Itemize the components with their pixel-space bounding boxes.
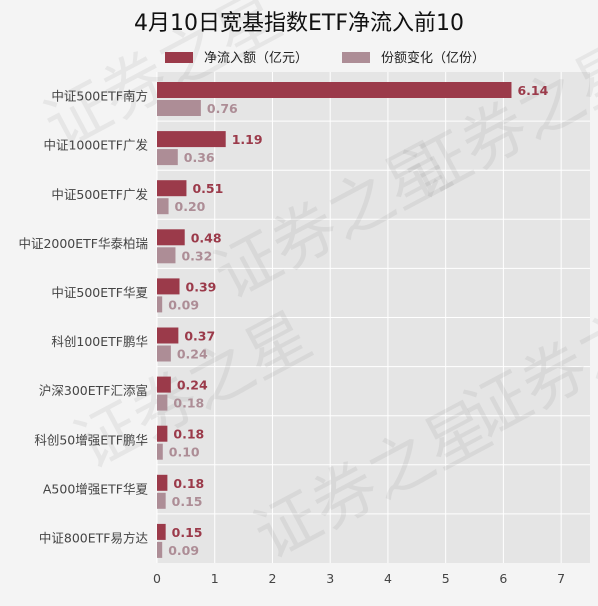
bar-share-change <box>157 149 178 166</box>
legend-swatch-net-inflow <box>165 52 193 63</box>
data-label: 0.51 <box>192 181 223 196</box>
bar-net-inflow <box>157 82 512 98</box>
legend-label-share-change: 份额变化（亿份） <box>381 50 485 66</box>
x-tick-label: 1 <box>211 571 219 586</box>
data-label: 6.14 <box>517 83 548 98</box>
bar-net-inflow <box>157 131 226 148</box>
x-tick-label: 6 <box>499 571 507 586</box>
bar-share-change <box>157 492 166 509</box>
bar-net-inflow <box>157 523 166 540</box>
data-label: 0.37 <box>184 329 215 344</box>
data-label: 0.20 <box>175 199 206 214</box>
x-tick-label: 3 <box>326 571 334 586</box>
bar-share-change <box>157 541 163 558</box>
bar-share-change <box>157 247 176 264</box>
data-label: 0.36 <box>184 150 215 165</box>
x-tick-label: 2 <box>268 571 276 586</box>
bar-share-change <box>157 100 201 116</box>
x-tick-label: 5 <box>442 571 450 586</box>
data-label: 0.24 <box>177 378 208 393</box>
legend[interactable]: 净流入额（亿元） 份额变化（亿份） <box>165 50 485 66</box>
data-label: 0.09 <box>168 297 199 312</box>
data-label: 0.32 <box>181 248 212 263</box>
category-label: 中证500ETF华夏 <box>51 285 148 300</box>
data-label: 0.15 <box>172 525 203 540</box>
data-label: 0.24 <box>177 347 208 362</box>
category-label: 科创100ETF鹏华 <box>51 334 148 349</box>
chart-title: 4月10日宽基指数ETF净流入前10 <box>134 11 464 36</box>
data-label: 0.39 <box>186 279 217 294</box>
bar-share-change <box>157 394 168 411</box>
data-label: 0.18 <box>173 476 204 491</box>
category-label: 沪深300ETF汇添富 <box>39 383 148 398</box>
x-tick-label: 4 <box>384 571 392 586</box>
data-label: 0.76 <box>207 101 238 116</box>
bars <box>157 82 512 558</box>
x-tick-label: 0 <box>153 571 161 586</box>
bar-net-inflow <box>157 229 185 246</box>
legend-label-net-inflow: 净流入额（亿元） <box>204 51 308 66</box>
bar-net-inflow <box>157 376 171 393</box>
bar-share-change <box>157 443 163 460</box>
data-label: 0.18 <box>173 396 204 411</box>
bar-share-change <box>157 345 171 362</box>
data-label: 1.19 <box>232 132 263 147</box>
category-label: 中证2000ETF华泰柏瑞 <box>18 236 148 251</box>
bar-share-change <box>157 198 169 215</box>
bar-net-inflow <box>157 180 187 197</box>
bar-net-inflow <box>157 327 179 344</box>
bar-net-inflow <box>157 425 168 442</box>
category-label: 中证500ETF广发 <box>51 187 148 202</box>
bar-net-inflow <box>157 474 168 491</box>
data-label: 0.15 <box>172 494 203 509</box>
legend-swatch-share-change <box>342 52 370 63</box>
bar-net-inflow <box>157 278 180 295</box>
category-label: 中证500ETF南方 <box>51 89 148 104</box>
labels: 0 1 2 3 4 5 6 7 中证500ETF南方 6.14 0.76 中证1000ETF广发 1.1… <box>18 83 565 586</box>
x-tick-label: 7 <box>557 571 565 586</box>
category-label: 科创50增强ETF鹏华 <box>34 432 148 447</box>
data-label: 0.18 <box>173 427 204 442</box>
grid <box>156 72 590 563</box>
category-label: 中证1000ETF广发 <box>43 138 148 153</box>
bar-share-change <box>157 296 163 313</box>
data-label: 0.09 <box>168 543 199 558</box>
category-label: 中证800ETF易方达 <box>39 530 149 545</box>
category-label: A500增强ETF华夏 <box>43 481 149 496</box>
data-label: 0.10 <box>169 445 200 460</box>
data-label: 0.48 <box>191 230 222 245</box>
